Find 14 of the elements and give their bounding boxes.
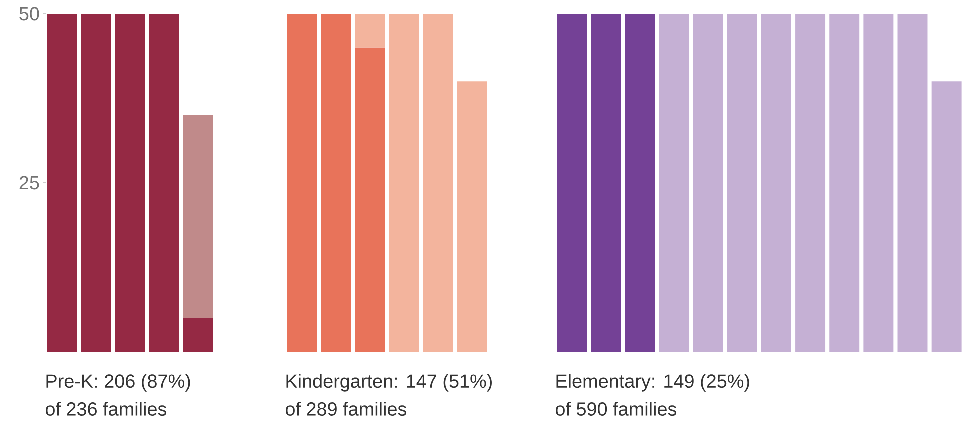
bar xyxy=(47,14,78,352)
bar xyxy=(81,14,112,352)
text: Pre-K: 206 (87%) xyxy=(46,374,190,392)
text: Elementary: 149 (25%) xyxy=(556,374,750,392)
bar xyxy=(183,318,214,352)
y-tick-label: 50 xyxy=(20,7,40,21)
text: Kindergarten: 147 (51%) xyxy=(286,374,492,392)
bar xyxy=(115,14,146,352)
y-tick-label: 25 xyxy=(20,176,40,190)
text: of 590 families xyxy=(556,402,677,416)
text: of 289 families xyxy=(286,402,407,416)
text: of 236 families xyxy=(46,402,167,416)
bar xyxy=(183,115,214,318)
bar xyxy=(149,14,180,352)
